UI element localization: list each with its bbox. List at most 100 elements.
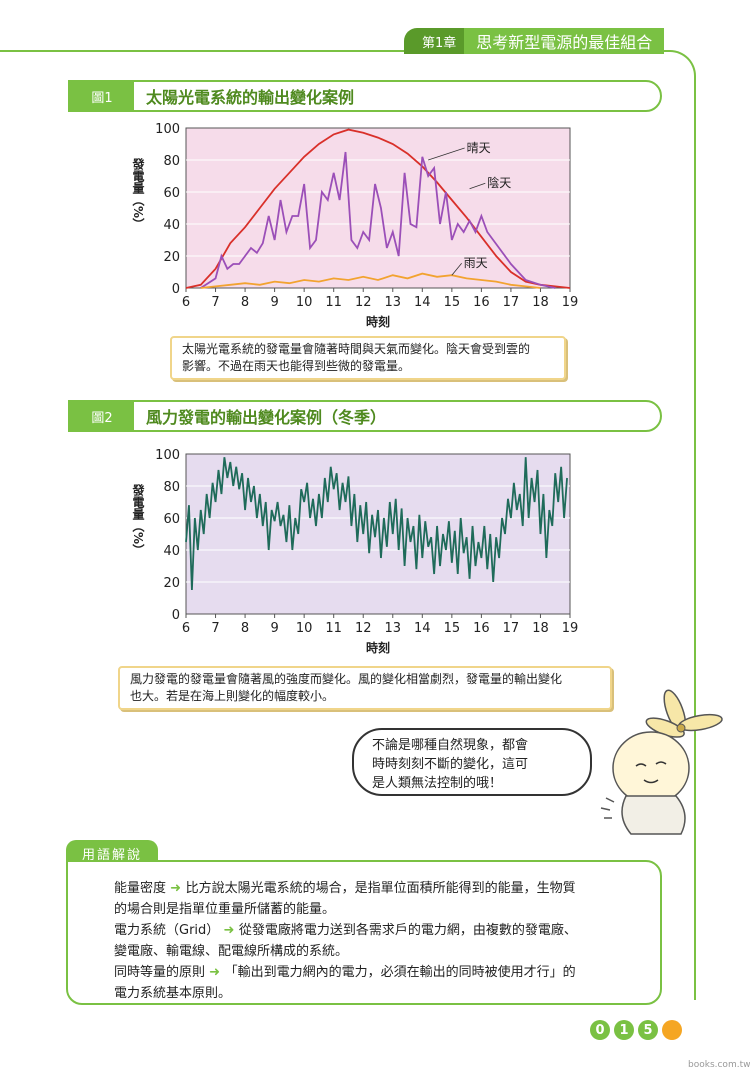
y-tick-label: 60 xyxy=(163,512,180,527)
annotation-label: 雨天 xyxy=(464,256,488,270)
fig2-title: 風力發電的輸出變化案例（冬季） xyxy=(146,408,387,427)
fig1-tag: 圖1 xyxy=(70,82,134,110)
fig1-header: 圖1 太陽光電系統的輸出變化案例 xyxy=(68,80,662,112)
fig2-caption: 風力發電的發電量會隨著風的強度而變化。風的變化相當劇烈，發電量的輸出變化 也大。… xyxy=(118,666,612,710)
x-axis-label: 時刻 xyxy=(366,640,390,655)
speech-line: 不論是哪種自然現象，都會 xyxy=(372,738,529,753)
y-tick-label: 80 xyxy=(163,480,180,495)
y-tick-label: 0 xyxy=(172,608,180,623)
x-tick-label: 16 xyxy=(473,621,490,636)
mascot-speech-bubble: 不論是哪種自然現象，都會 時時刻刻不斷的變化，這可 是人類無法控制的哦！ xyxy=(352,728,592,796)
y-axis-label: 發電量（%） xyxy=(131,157,145,230)
glossary-entry-grid: 電力系統（Grid） ➜ 從發電廠將電力送到各需求戶的電力網，由複數的發電廠、 … xyxy=(114,920,630,962)
x-tick-label: 6 xyxy=(182,621,190,636)
fig2-header: 圖2 風力發電的輸出變化案例（冬季） xyxy=(68,400,662,432)
glossary-term: 能量密度 xyxy=(114,881,167,896)
arrow-right-icon: ➜ xyxy=(170,881,186,896)
annotation-leader xyxy=(428,147,465,161)
x-tick-label: 17 xyxy=(503,295,520,310)
x-tick-label: 11 xyxy=(325,621,342,636)
fig2-tag: 圖2 xyxy=(70,402,134,430)
series-line xyxy=(200,151,556,289)
x-tick-label: 10 xyxy=(296,621,313,636)
chapter-title: 思考新型電源的最佳組合 xyxy=(464,28,665,54)
y-tick-label: 20 xyxy=(163,250,180,265)
plot-area xyxy=(185,127,571,289)
y-tick-label: 20 xyxy=(163,576,180,591)
x-tick-label: 13 xyxy=(384,295,401,310)
glossary-def: 從發電廠將電力送到各需求戶的電力網，由複數的發電廠、 xyxy=(238,923,577,938)
speech-line: 時時刻刻不斷的變化，這可 xyxy=(372,757,529,772)
x-tick-label: 10 xyxy=(296,295,313,310)
annotation-leader xyxy=(451,262,462,276)
x-tick-label: 17 xyxy=(503,621,520,636)
mascot-icon xyxy=(600,689,723,835)
annotation-label: 晴天 xyxy=(467,141,491,155)
watermark: books.com.tw xyxy=(688,1060,750,1070)
x-axis-label: 時刻 xyxy=(366,314,390,328)
y-tick-label: 100 xyxy=(155,448,180,463)
y-tick-label: 100 xyxy=(155,122,180,137)
x-tick-label: 19 xyxy=(562,621,579,636)
page-digit: 5 xyxy=(638,1020,658,1040)
series-line xyxy=(200,272,541,289)
x-tick-label: 9 xyxy=(270,621,278,636)
arrow-right-icon: ➜ xyxy=(223,923,239,938)
x-tick-label: 14 xyxy=(414,295,431,310)
chapter-header: 第1章 思考新型電源的最佳組合 xyxy=(404,28,665,54)
glossary-def: 「輸出到電力網內的電力，必須在輸出的同時被使用才行」的 xyxy=(224,965,576,980)
x-tick-label: 14 xyxy=(414,621,431,636)
x-tick-label: 13 xyxy=(384,621,401,636)
fig2-chart: 0 20 40 60 80 100 6 7 8 9 10 11 12 13 14 15 16 17 18 19 時刻 發電… xyxy=(131,448,579,655)
page-dot-icon xyxy=(662,1020,682,1040)
x-tick-label: 18 xyxy=(532,621,549,636)
series-line xyxy=(185,457,568,591)
fig1-title: 太陽光電系統的輸出變化案例 xyxy=(146,88,355,107)
glossary-def: 的場合則是指單位重量所儲蓄的能量。 xyxy=(114,902,336,917)
y-tick-label: 60 xyxy=(163,186,180,201)
glossary-def: 比方說太陽光電系統的場合，是指單位面積所能得到的能量，生物質 xyxy=(185,881,576,896)
glossary-def: 變電廠、輸電線、配電線所構成的系統。 xyxy=(114,944,349,959)
x-tick-label: 12 xyxy=(355,621,372,636)
series-line xyxy=(185,128,571,289)
y-axis-label: 發電量（%） xyxy=(131,483,145,556)
y-tick-label: 40 xyxy=(163,544,180,559)
x-tick-label: 9 xyxy=(270,295,278,310)
page-number: 0 1 5 xyxy=(590,1020,682,1040)
page-frame xyxy=(0,50,696,1000)
x-tick-label: 7 xyxy=(211,621,219,636)
propeller-icon xyxy=(645,689,723,738)
fig1-caption-line: 影響。不過在雨天也能得到些微的發電量。 xyxy=(182,359,411,373)
glossary-box: 能量密度 ➜ 比方說太陽光電系統的場合，是指單位面積所能得到的能量，生物質 的場… xyxy=(66,860,662,1005)
speech-line: 是人類無法控制的哦！ xyxy=(372,776,503,791)
x-tick-label: 7 xyxy=(211,295,219,310)
x-tick-label: 12 xyxy=(355,295,372,310)
x-tick-label: 15 xyxy=(444,621,461,636)
fig1-chart: 0 20 40 60 80 100 6 7 8 9 10 11 12 13 14 15 16 17 18 19 時刻 發電… xyxy=(131,122,579,328)
glossary-term: 電力系統（Grid） xyxy=(114,923,220,938)
plot-area xyxy=(185,453,571,615)
annotation-leader xyxy=(469,182,486,190)
y-tick-label: 80 xyxy=(163,154,180,169)
fig2-caption-line: 風力發電的發電量會隨著風的強度而變化。風的變化相當劇烈，發電量的輸出變化 xyxy=(130,672,563,686)
glossary-term: 同時等量的原則 xyxy=(114,965,206,980)
page-digit: 1 xyxy=(614,1020,634,1040)
x-tick-label: 19 xyxy=(562,295,579,310)
arrow-right-icon: ➜ xyxy=(209,965,225,980)
x-tick-label: 8 xyxy=(241,295,249,310)
x-tick-label: 15 xyxy=(444,295,461,310)
x-tick-label: 8 xyxy=(241,621,249,636)
y-tick-label: 0 xyxy=(172,282,180,297)
x-tick-label: 6 xyxy=(182,295,190,310)
x-tick-label: 18 xyxy=(532,295,549,310)
y-tick-label: 40 xyxy=(163,218,180,233)
glossary-entry-simultaneous: 同時等量的原則 ➜ 「輸出到電力網內的電力，必須在輸出的同時被使用才行」的 電力… xyxy=(114,962,630,1004)
fig2-caption-line: 也大。若是在海上則變化的幅度較小。 xyxy=(130,689,335,703)
chapter-number: 第1章 xyxy=(404,28,465,54)
x-tick-label: 11 xyxy=(325,295,342,310)
annotation-label: 陰天 xyxy=(487,176,511,190)
glossary-entry-energy-density: 能量密度 ➜ 比方說太陽光電系統的場合，是指單位面積所能得到的能量，生物質 的場… xyxy=(114,878,630,920)
fig1-caption-line: 太陽光電系統的發電量會隨著時間與天氣而變化。陰天會受到雲的 xyxy=(182,342,531,356)
x-tick-label: 16 xyxy=(473,295,490,310)
glossary-def: 電力系統基本原則。 xyxy=(114,986,232,1001)
